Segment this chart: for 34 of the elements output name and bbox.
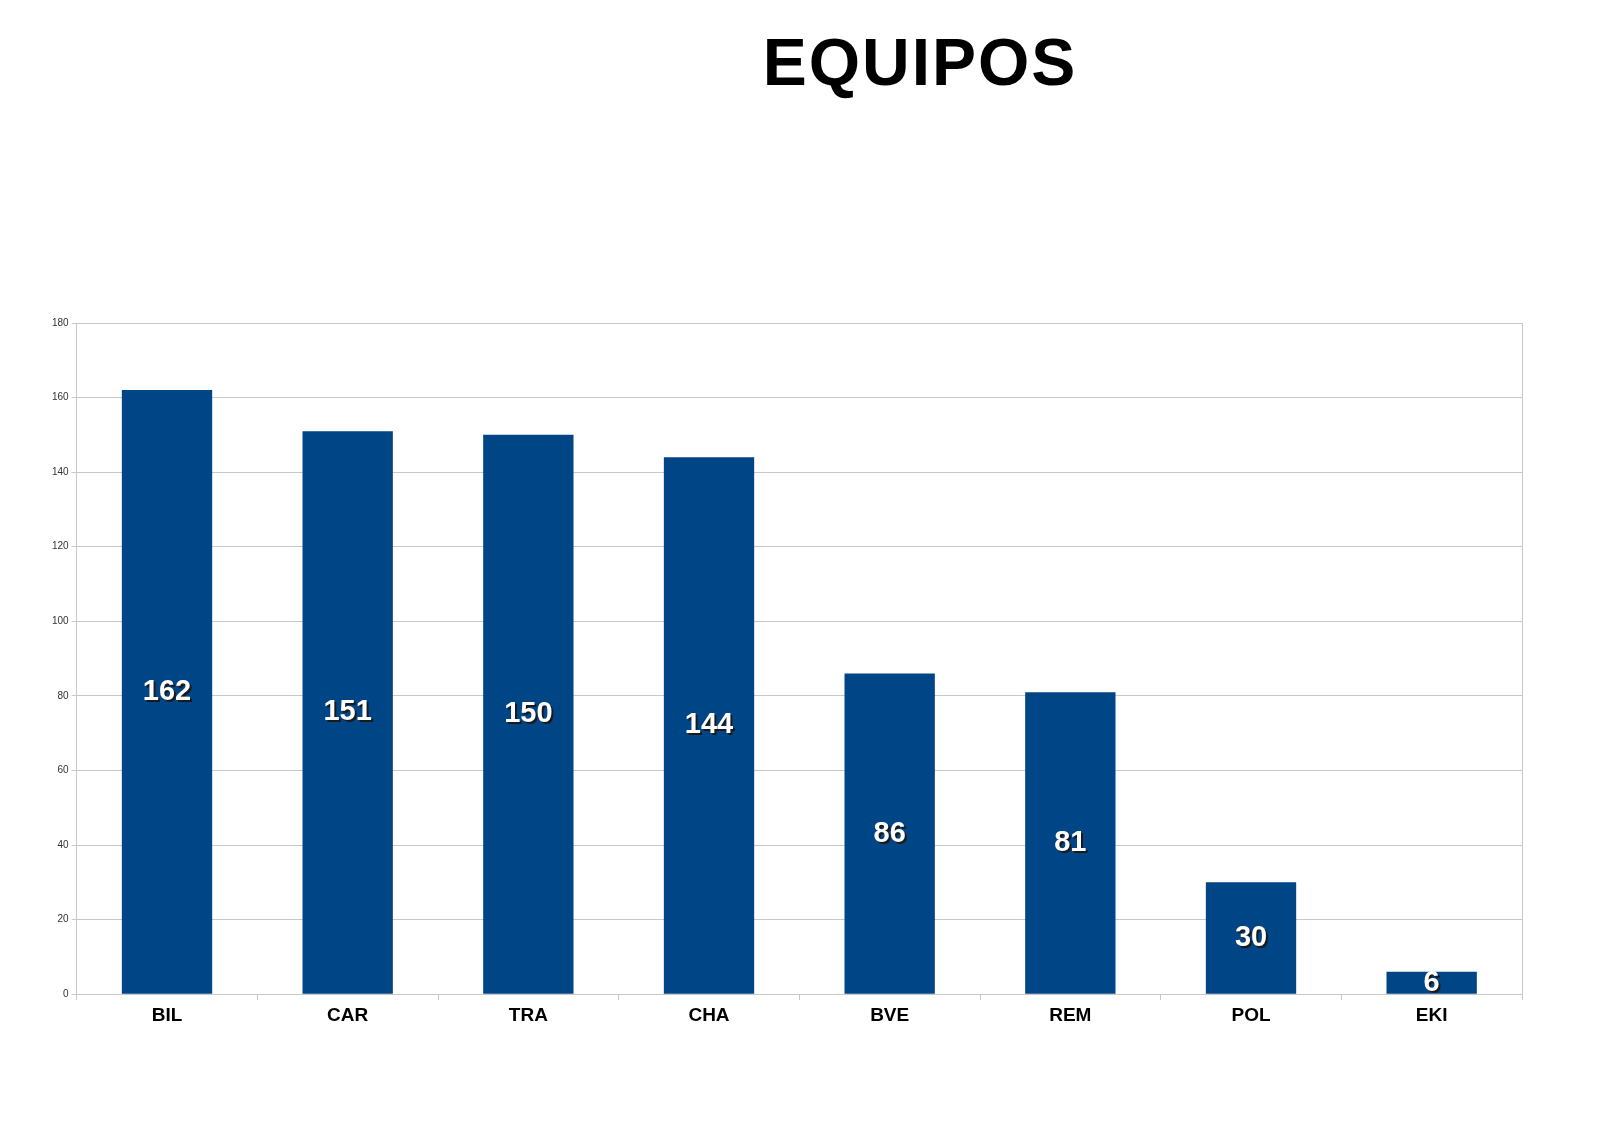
- x-tick-label: TRA: [508, 1003, 549, 1025]
- y-tick-label: 0: [63, 987, 70, 999]
- x-tick-label: EKI: [1415, 1003, 1448, 1025]
- bar: [1025, 692, 1116, 994]
- y-tick-label: 20: [57, 913, 70, 925]
- x-tick-label: CAR: [327, 1003, 369, 1025]
- x-tick-label: BIL: [151, 1003, 183, 1025]
- data-label: 150: [504, 696, 553, 729]
- bar: [302, 431, 393, 994]
- bar: [844, 673, 935, 994]
- data-label: 6: [1423, 964, 1440, 997]
- data-label: 86: [873, 815, 906, 848]
- x-tick-label: BVE: [870, 1003, 910, 1025]
- bar: [121, 390, 213, 994]
- data-label: 81: [1054, 824, 1087, 857]
- y-tick-label: 160: [52, 391, 70, 403]
- data-label: 162: [142, 673, 192, 706]
- x-tick-label: POL: [1231, 1003, 1271, 1025]
- data-label: 144: [684, 707, 734, 740]
- y-tick-label: 80: [57, 689, 70, 701]
- data-label: 151: [323, 694, 372, 727]
- chart-title: EQUIPOS: [761, 24, 1079, 100]
- y-tick-label: 40: [57, 838, 70, 850]
- y-tick-label: 140: [52, 465, 70, 477]
- x-tick-label: REM: [1049, 1003, 1092, 1025]
- bar: [483, 434, 574, 994]
- y-tick-label: 60: [57, 764, 70, 776]
- bar: [1205, 882, 1297, 994]
- x-tick-label: CHA: [688, 1003, 730, 1025]
- y-tick-label: 180: [52, 316, 70, 328]
- y-tick-label: 100: [52, 615, 70, 627]
- bar: [663, 457, 755, 994]
- y-tick-label: 120: [52, 540, 70, 552]
- data-label: 30: [1234, 920, 1268, 953]
